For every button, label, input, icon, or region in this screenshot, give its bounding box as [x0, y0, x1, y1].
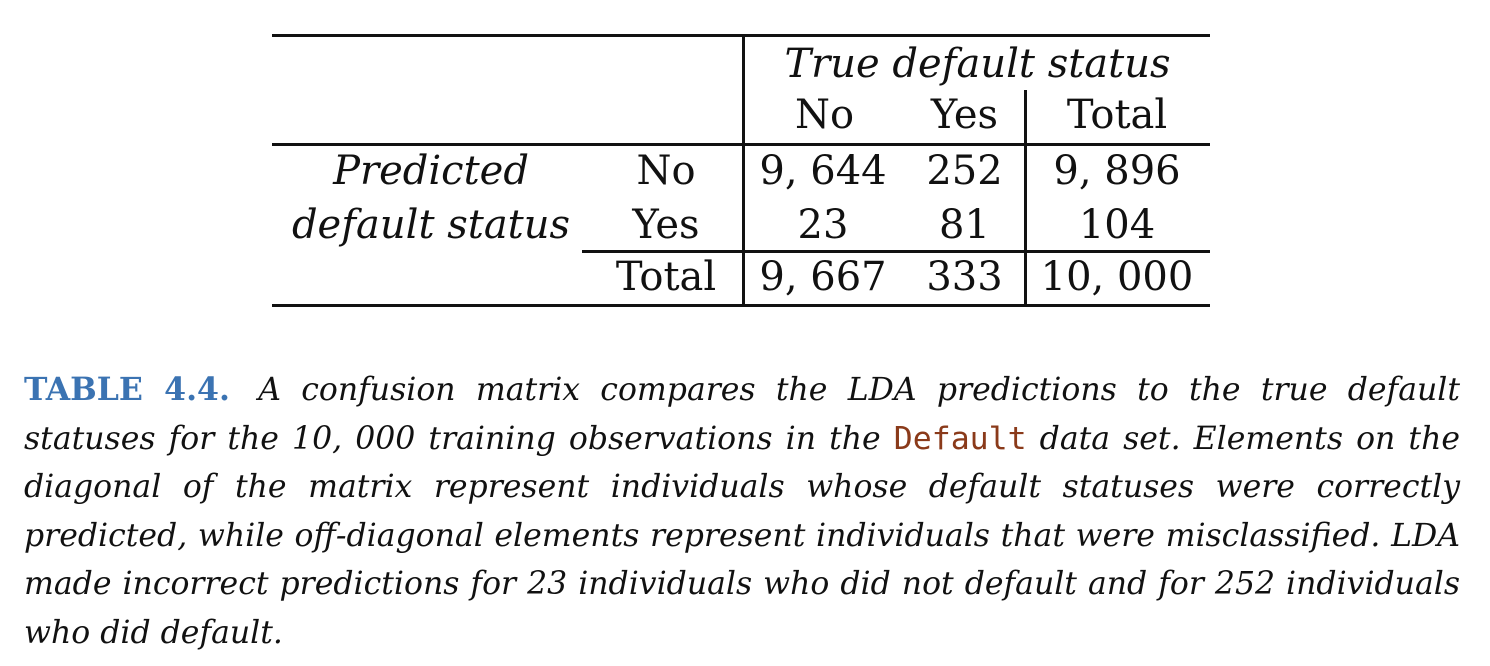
cell-total-total: 10, 000 [1040, 254, 1194, 300]
cell-yes-total: 104 [1078, 202, 1156, 248]
cell-yes-no: 23 [797, 202, 849, 248]
caption-dataset-name: Default [893, 420, 1027, 457]
predicted-status-label-line1: Predicted [333, 148, 529, 194]
cell-total-yes: 333 [926, 254, 1003, 300]
cell-no-yes: 252 [926, 148, 1003, 194]
header-rule [272, 143, 1210, 146]
predicted-status-label-line2: default status [291, 202, 571, 248]
vertical-rule-total-header [1024, 90, 1027, 146]
vertical-rule-total-body [1024, 146, 1027, 307]
row-label-total: Total [615, 254, 717, 300]
col-header-total: Total [1066, 92, 1168, 138]
cell-yes-yes: 81 [939, 202, 990, 248]
caption-label: TABLE 4.4. [24, 371, 230, 408]
bottom-rule [272, 304, 1210, 307]
cell-total-no: 9, 667 [759, 254, 887, 300]
cell-no-total: 9, 896 [1053, 148, 1181, 194]
table-caption: TABLE 4.4. A confusion matrix compares t… [24, 366, 1460, 657]
caption-text-after-code: data set. Elements on the diagonal of th… [24, 420, 1461, 651]
cell-no-no: 9, 644 [759, 148, 887, 194]
true-status-header: True default status [784, 41, 1171, 87]
col-header-yes: Yes [930, 92, 999, 138]
top-rule [272, 34, 1210, 37]
confusion-matrix-table: True default status No Yes Total Predict… [272, 34, 1210, 308]
total-rule [582, 250, 1210, 253]
caption-text-before-code: A confusion matrix compares the LDA pred… [24, 372, 1460, 457]
row-label-yes: Yes [632, 202, 700, 248]
row-label-no: No [636, 148, 696, 194]
col-header-no: No [794, 92, 855, 138]
vertical-rule-left [742, 34, 745, 307]
